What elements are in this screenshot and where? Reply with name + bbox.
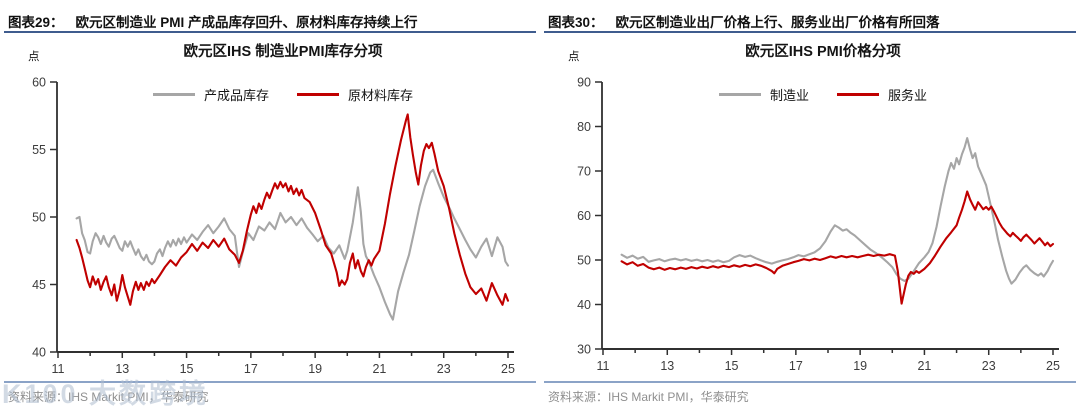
svg-text:90: 90 <box>577 76 591 90</box>
figure-29-label: 图表29： <box>8 15 64 30</box>
legend-item-finished-goods: 产成品库存 <box>152 85 269 104</box>
red-line-swatch <box>837 93 879 96</box>
chart-legend: 制造业 服务业 <box>570 85 1076 104</box>
svg-text:55: 55 <box>32 143 46 157</box>
svg-text:19: 19 <box>853 359 867 373</box>
legend-label: 原材料库存 <box>348 88 414 103</box>
y-axis-unit-label: 点 <box>28 51 40 63</box>
svg-text:13: 13 <box>660 359 674 373</box>
chart-title: 欧元区IHS PMI价格分项 <box>745 44 901 60</box>
figure-30: 图表30： 欧元区制造业出厂价格上行、服务业出厂价格有所回落 点 欧元区IHS P… <box>540 0 1080 415</box>
svg-text:60: 60 <box>577 209 591 223</box>
header-rule <box>4 31 536 33</box>
legend-item-manufacturing: 制造业 <box>718 85 809 104</box>
inventory-line-chart: 40 45 50 55 60 11 13 15 17 19 21 23 25 <box>32 76 515 377</box>
svg-text:15: 15 <box>180 362 194 376</box>
figure-29-header: 图表29： 欧元区制造业 PMI 产成品库存回升、原材料库存持续上行 <box>8 11 534 31</box>
header-rule <box>544 31 1076 33</box>
svg-text:50: 50 <box>32 211 46 225</box>
legend-label: 服务业 <box>888 88 928 103</box>
figure-30-title: 欧元区制造业出厂价格上行、服务业出厂价格有所回落 <box>615 15 940 30</box>
svg-text:21: 21 <box>917 359 931 373</box>
source-line: 资料来源：IHS Markit PMI，华泰研究 <box>548 390 749 404</box>
svg-text:13: 13 <box>115 362 129 376</box>
svg-text:15: 15 <box>725 359 739 373</box>
svg-text:80: 80 <box>577 120 591 134</box>
figure-30-label: 图表30： <box>548 15 604 30</box>
figure-30-header: 图表30： 欧元区制造业出厂价格上行、服务业出厂价格有所回落 <box>548 11 1074 31</box>
price-line-chart: 30 40 50 60 70 80 90 11 13 15 17 19 21 23 25 <box>577 76 1060 374</box>
footer-rule <box>544 381 1076 383</box>
svg-text:40: 40 <box>32 346 46 360</box>
legend-label: 产成品库存 <box>203 88 269 103</box>
chart-legend: 产成品库存 原材料库存 <box>30 85 536 104</box>
red-line-swatch <box>297 93 339 96</box>
svg-text:11: 11 <box>52 362 65 376</box>
svg-text:60: 60 <box>32 76 46 90</box>
svg-text:21: 21 <box>372 362 386 376</box>
legend-item-raw-materials: 原材料库存 <box>297 85 413 104</box>
source-line: 资料来源：IHS Markit PMI，华泰研究 <box>8 390 209 404</box>
svg-text:70: 70 <box>577 165 591 179</box>
legend-item-services: 服务业 <box>837 85 927 104</box>
svg-text:25: 25 <box>1046 359 1060 373</box>
svg-text:25: 25 <box>501 362 515 376</box>
svg-text:23: 23 <box>982 359 996 373</box>
svg-text:50: 50 <box>577 254 591 268</box>
svg-text:17: 17 <box>244 362 258 376</box>
svg-text:40: 40 <box>577 298 591 312</box>
y-axis-unit-label: 点 <box>568 51 580 63</box>
svg-text:45: 45 <box>32 278 46 292</box>
gray-line-swatch <box>718 93 761 96</box>
svg-text:17: 17 <box>789 359 803 373</box>
figure-29-title: 欧元区制造业 PMI 产成品库存回升、原材料库存持续上行 <box>75 15 418 30</box>
svg-text:30: 30 <box>577 343 591 357</box>
chart-title: 欧元区IHS 制造业PMI库存分项 <box>183 44 383 60</box>
svg-text:11: 11 <box>597 359 610 373</box>
gray-line-swatch <box>152 93 195 96</box>
legend-label: 制造业 <box>769 88 809 103</box>
footer-rule <box>4 381 536 383</box>
svg-text:23: 23 <box>437 362 451 376</box>
svg-text:19: 19 <box>308 362 322 376</box>
figure-29: 图表29： 欧元区制造业 PMI 产成品库存回升、原材料库存持续上行 点 欧元区I… <box>4 11 536 404</box>
